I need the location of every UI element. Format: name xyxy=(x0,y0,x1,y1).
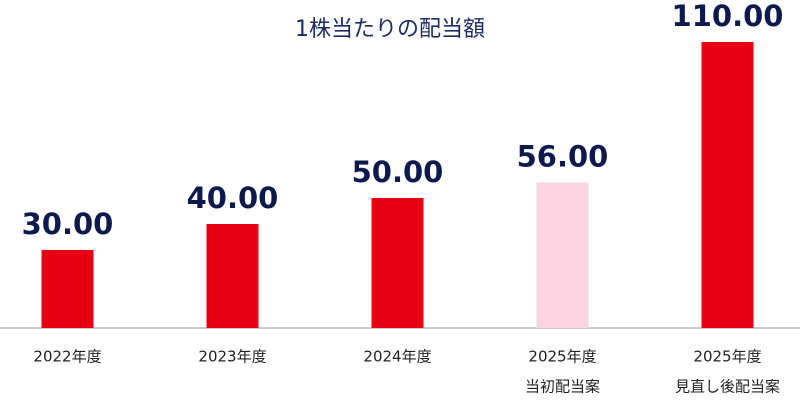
x-tick-label: 当初配当案 xyxy=(525,378,600,396)
bar xyxy=(536,182,589,328)
x-tick-label: 見直し後配当案 xyxy=(675,378,780,396)
x-tick-label: 2024年度 xyxy=(363,348,431,366)
bar xyxy=(371,198,424,328)
x-tick-label: 2025年度 xyxy=(693,348,761,366)
x-tick-label: 2022年度 xyxy=(33,348,101,366)
x-tick-label: 2025年度 xyxy=(528,348,596,366)
value-label: 110.00 xyxy=(672,0,784,33)
bar xyxy=(206,224,259,328)
value-label: 30.00 xyxy=(22,207,114,241)
bar xyxy=(41,250,94,328)
x-tick-label: 2023年度 xyxy=(198,348,266,366)
bar xyxy=(701,42,754,328)
value-label: 50.00 xyxy=(352,155,444,189)
chart-title: 1株当たりの配当額 xyxy=(295,17,485,42)
value-label: 40.00 xyxy=(187,181,279,215)
value-label: 56.00 xyxy=(517,139,609,173)
